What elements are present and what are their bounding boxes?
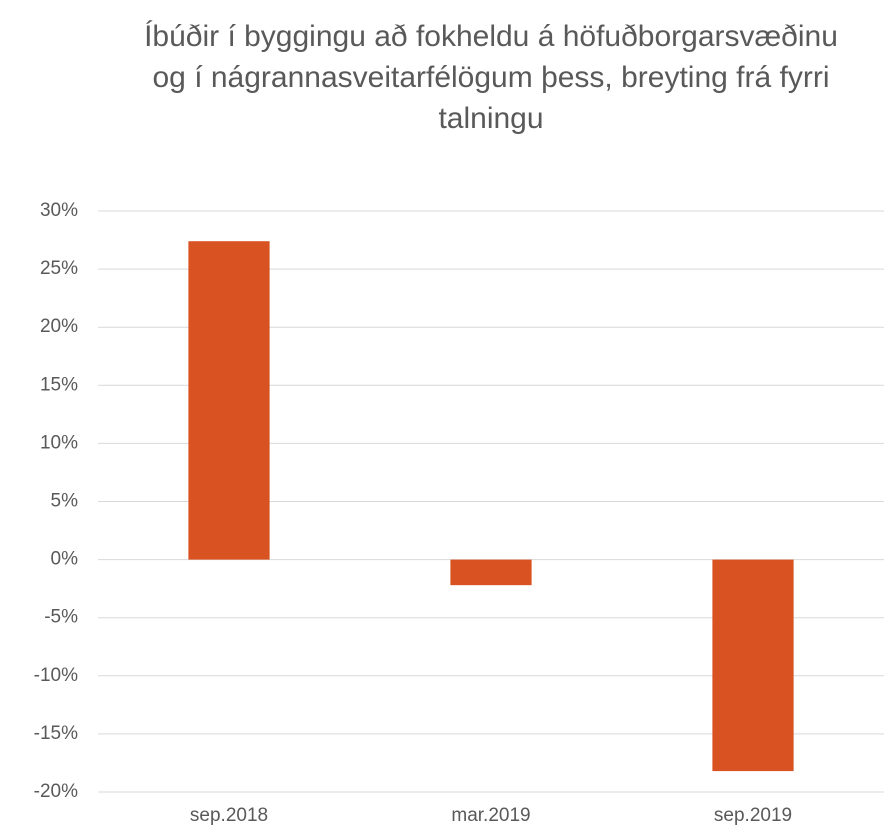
y-tick-label: 20% [40, 316, 78, 337]
y-tick-label: -20% [34, 781, 78, 802]
chart-title: Íbúðir í byggingu að fokheldu á höfuðbor… [144, 20, 838, 135]
y-tick-label: 5% [51, 491, 79, 512]
y-tick-label: 0% [51, 549, 79, 570]
y-tick-label: 15% [40, 374, 78, 395]
y-tick-label: -10% [34, 665, 78, 686]
y-tick-label: -5% [44, 607, 78, 628]
y-tick-label: -15% [34, 723, 78, 744]
y-tick-label: 25% [40, 258, 78, 279]
x-tick-label: sep.2018 [190, 805, 268, 826]
x-tick-label: sep.2019 [714, 805, 792, 826]
x-tick-label: mar.2019 [451, 805, 530, 826]
bar [450, 559, 532, 586]
y-tick-label: 10% [40, 432, 78, 453]
y-tick-label: 30% [40, 200, 78, 221]
bar [188, 241, 270, 560]
bar [712, 559, 794, 772]
